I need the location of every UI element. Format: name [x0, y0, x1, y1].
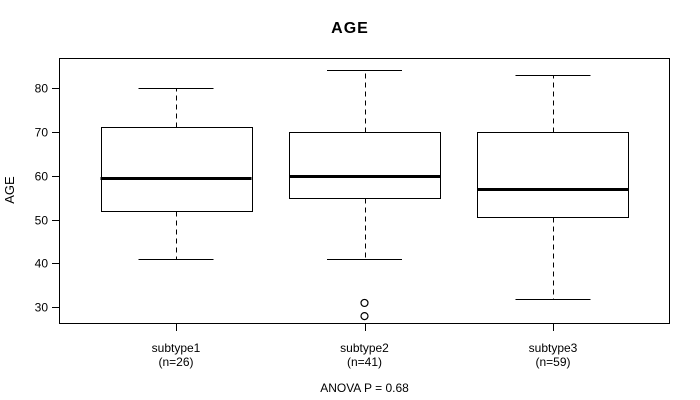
outlier-point	[360, 311, 369, 321]
iqr-box	[477, 132, 629, 218]
anova-annotation: ANOVA P = 0.68	[320, 381, 409, 395]
y-tick-label: 50	[35, 214, 49, 228]
x-category-label: subtype2	[340, 341, 389, 355]
y-tick-label: 30	[35, 301, 49, 315]
outlier-point	[360, 298, 369, 308]
x-category-label: subtype1	[152, 341, 201, 355]
y-tick-label: 40	[35, 257, 49, 271]
x-category-label: subtype3	[529, 341, 578, 355]
y-tick-label: 80	[35, 82, 49, 96]
y-tick-label: 70	[35, 126, 49, 140]
plot-frame	[59, 58, 670, 324]
chart-title: AGE	[331, 20, 369, 37]
iqr-box	[289, 132, 441, 199]
x-category-sublabel: (n=59)	[535, 355, 570, 369]
x-category-sublabel: (n=41)	[347, 355, 382, 369]
x-category-sublabel: (n=26)	[158, 355, 193, 369]
y-tick-label: 60	[35, 170, 49, 184]
iqr-box	[101, 127, 253, 212]
